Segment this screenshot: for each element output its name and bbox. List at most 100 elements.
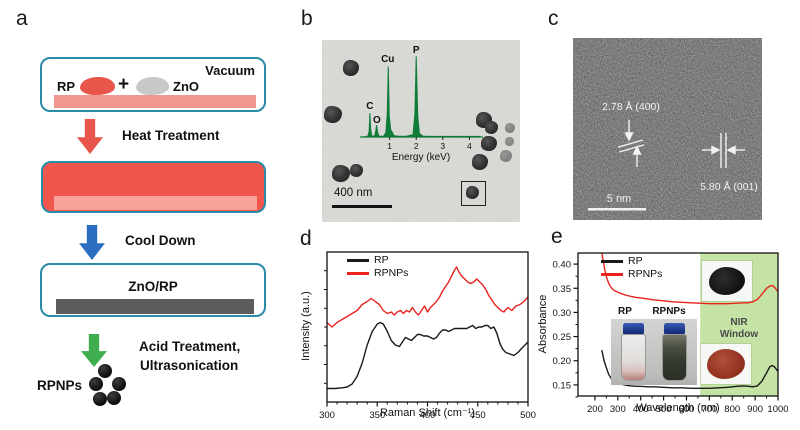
x-tick-label: 400 <box>633 404 649 415</box>
down-arrow-red-icon <box>77 119 103 154</box>
raman-y-axis-title: Intensity (a.u.) <box>300 291 312 361</box>
vial-photo-inset <box>611 319 697 385</box>
eds-x-tick-label: 1 <box>387 141 392 151</box>
red-powder-blob <box>707 349 745 379</box>
absorbance-series-rpnps <box>601 253 778 305</box>
eds-x-tick-label: 3 <box>440 141 445 151</box>
hrtem-scalebar-label: 5 nm <box>606 193 632 205</box>
x-tick-label: 1000 <box>767 404 788 415</box>
x-tick-label: 200 <box>587 404 603 415</box>
absorbance-x-axis-title: Wavelength (nm) <box>636 402 720 414</box>
nanoparticle <box>324 106 342 123</box>
raman-series-rpnps <box>326 266 529 328</box>
black-powder-blob <box>709 267 745 295</box>
absorbance-y-axis-title: Absorbance <box>537 294 549 354</box>
tem-image: 1 2 3 4 Energy (keV) C O Cu P 400 nm <box>322 40 520 222</box>
panel-d-label: d <box>300 227 312 250</box>
x-tick-label: 450 <box>470 410 486 421</box>
vacuum-label: Vacuum <box>205 63 255 78</box>
rpnps-vial <box>660 323 688 381</box>
x-tick-label: 600 <box>679 404 695 415</box>
eds-peak-label-c: C <box>366 101 373 112</box>
acid-treatment-label: Acid Treatment, <box>139 339 241 354</box>
rp-film-slab <box>54 95 256 108</box>
legend-line-rp <box>601 260 623 263</box>
zno-powder-blob <box>136 77 169 95</box>
heated-ampoule-box <box>41 161 266 213</box>
panel-c-label: c <box>548 7 559 30</box>
vial-left-label: RP <box>618 306 632 317</box>
x-tick-label: 500 <box>520 410 536 421</box>
y-tick-label: 0.40 <box>553 260 572 271</box>
nanoparticle <box>500 150 512 162</box>
panel-e-label: e <box>551 225 563 248</box>
legend-item: RP <box>347 254 408 267</box>
eds-spectrum-chart: 1 2 3 4 Energy (keV) CO Cu P <box>360 45 483 163</box>
zno-rp-film-slab <box>56 299 254 314</box>
eds-x-tick-label: 4 <box>467 141 472 151</box>
rp-label: RP <box>57 79 76 94</box>
panel-b-label: b <box>301 7 313 30</box>
nir-label-line1: NIR <box>730 317 748 328</box>
rpnps-label: RPNPs <box>37 378 83 393</box>
eds-peak-label-p: P <box>413 45 420 56</box>
y-tick-label: 0.30 <box>553 308 572 319</box>
nanoparticle <box>505 137 514 146</box>
x-tick-label: 900 <box>747 404 763 415</box>
zno-rp-box: ZnO/RP <box>40 263 266 317</box>
rp-powder-blob <box>80 77 115 95</box>
legend-line-rpnps <box>601 273 623 276</box>
hrtem-texture <box>573 38 762 220</box>
zno-label: ZnO <box>173 79 199 94</box>
y-tick-label: 0.20 <box>553 356 572 367</box>
nanoparticle-dot <box>112 377 126 391</box>
legend-line-rp <box>347 259 369 262</box>
x-tick-label: 300 <box>319 410 335 421</box>
legend-item: RP <box>601 255 662 268</box>
eds-curve <box>364 56 481 138</box>
nir-label-line2: Window <box>719 328 759 340</box>
black-powder-inset <box>702 261 752 301</box>
cool-down-label: Cool Down <box>125 233 196 248</box>
nanoparticle-dot <box>107 391 121 405</box>
x-tick-label: 300 <box>610 404 626 415</box>
legend-item: RPNPs <box>601 268 662 281</box>
lattice-annotations <box>588 120 745 211</box>
vial-body-clear <box>620 334 646 381</box>
nanoparticle <box>505 123 515 133</box>
vacuum-ampoule-box: Vacuum RP + ZnO <box>40 57 266 112</box>
d-spacing-400-label: 2.78 Å (400) <box>602 101 660 113</box>
tem-scalebar <box>332 205 392 208</box>
nanoparticle <box>466 186 479 199</box>
tem-scalebar-label: 400 nm <box>334 187 373 199</box>
nanoparticle <box>343 60 359 76</box>
raman-legend: RP RPNPs <box>347 254 408 280</box>
vial-cap <box>663 323 685 335</box>
selected-particle-box <box>461 181 486 206</box>
legend-item: RPNPs <box>347 267 408 280</box>
nanoparticle <box>485 121 498 134</box>
hrtem-scalebar <box>588 208 646 211</box>
ultrasonication-label: Ultrasonication <box>140 358 239 373</box>
x-tick-label: 350 <box>369 410 385 421</box>
nanoparticle-dot <box>93 392 107 406</box>
eds-x-axis-title: Energy (keV) <box>392 152 450 163</box>
down-arrow-blue-icon <box>79 225 105 260</box>
raman-chart: 300 350 400 450 500 <box>319 251 536 421</box>
nanoparticle <box>350 164 363 177</box>
panel-a-label: a <box>16 7 28 30</box>
legend-line-rpnps <box>347 272 369 275</box>
x-tick-label: 800 <box>724 404 740 415</box>
legend-label: RP <box>374 254 389 267</box>
rpnps-dots-cluster <box>88 362 130 410</box>
vial-right-label: RPNPs <box>652 306 686 317</box>
molten-film-slab <box>54 196 257 210</box>
y-tick-label: 0.25 <box>553 332 572 343</box>
nir-window-label: NIR Window <box>717 317 761 340</box>
x-tick-label: 400 <box>420 410 436 421</box>
legend-label: RPNPs <box>374 267 409 280</box>
eds-peak-label-o: O <box>373 115 381 126</box>
x-tick-label: 500 <box>656 404 672 415</box>
lattice-fringe-marks <box>617 139 645 153</box>
vial-cap <box>622 323 644 335</box>
